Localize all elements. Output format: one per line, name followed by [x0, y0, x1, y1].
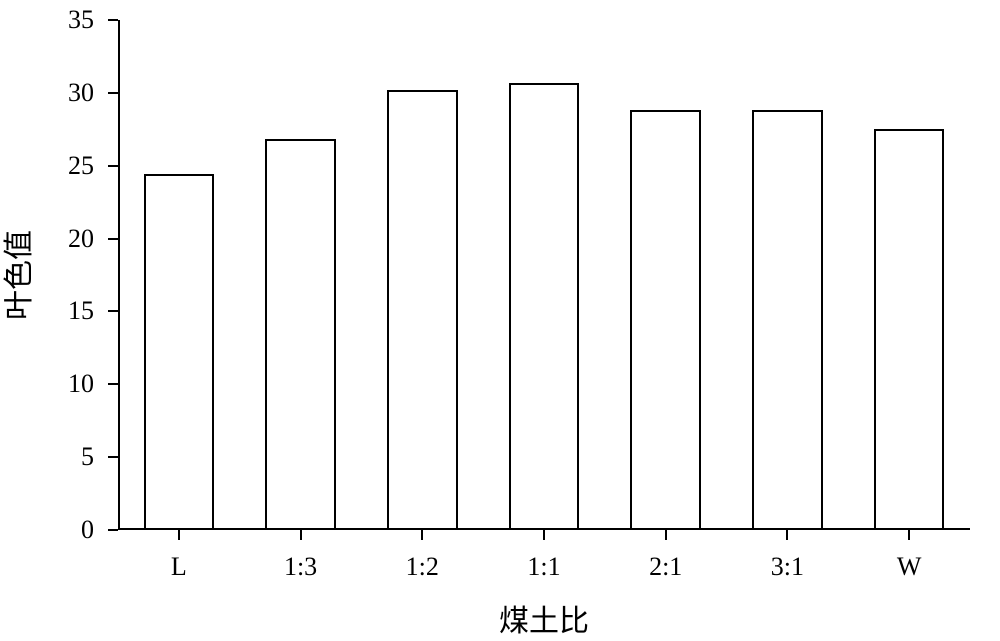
x-tick-label: L — [171, 552, 187, 582]
x-tick — [543, 530, 545, 540]
bar — [509, 83, 580, 530]
y-tick — [108, 19, 118, 21]
x-axis-title: 煤土比 — [499, 596, 589, 640]
y-tick-label: 35 — [44, 5, 94, 35]
y-tick — [108, 383, 118, 385]
bar — [265, 139, 336, 530]
y-tick — [108, 456, 118, 458]
x-tick — [665, 530, 667, 540]
bar — [630, 110, 701, 530]
y-tick-label: 20 — [44, 224, 94, 254]
x-tick — [421, 530, 423, 540]
y-tick — [108, 92, 118, 94]
x-tick-label: 2:1 — [649, 552, 682, 582]
y-axis-title: 叶色值 — [0, 230, 38, 320]
x-tick — [300, 530, 302, 540]
bar — [144, 174, 215, 530]
x-tick-label: 1:1 — [527, 552, 560, 582]
bar — [387, 90, 458, 530]
y-tick-label: 15 — [44, 296, 94, 326]
y-tick — [108, 165, 118, 167]
bar — [752, 110, 823, 530]
y-tick — [108, 310, 118, 312]
y-tick-label: 5 — [44, 442, 94, 472]
x-tick — [908, 530, 910, 540]
x-tick-label: 1:2 — [406, 552, 439, 582]
x-tick — [178, 530, 180, 540]
x-tick-label: 1:3 — [284, 552, 317, 582]
y-tick-label: 0 — [44, 515, 94, 545]
y-tick — [108, 238, 118, 240]
y-tick — [108, 529, 118, 531]
x-tick-label: W — [897, 552, 922, 582]
bar — [874, 129, 945, 530]
y-tick-label: 30 — [44, 78, 94, 108]
x-tick — [786, 530, 788, 540]
y-tick-label: 25 — [44, 151, 94, 181]
y-tick-label: 10 — [44, 369, 94, 399]
x-tick-label: 3:1 — [771, 552, 804, 582]
bar-chart: 叶色值 煤土比 0 5 10 15 20 25 30 35 L 1:3 1:2 1:1 2:1 3:1 W — [0, 0, 1000, 641]
